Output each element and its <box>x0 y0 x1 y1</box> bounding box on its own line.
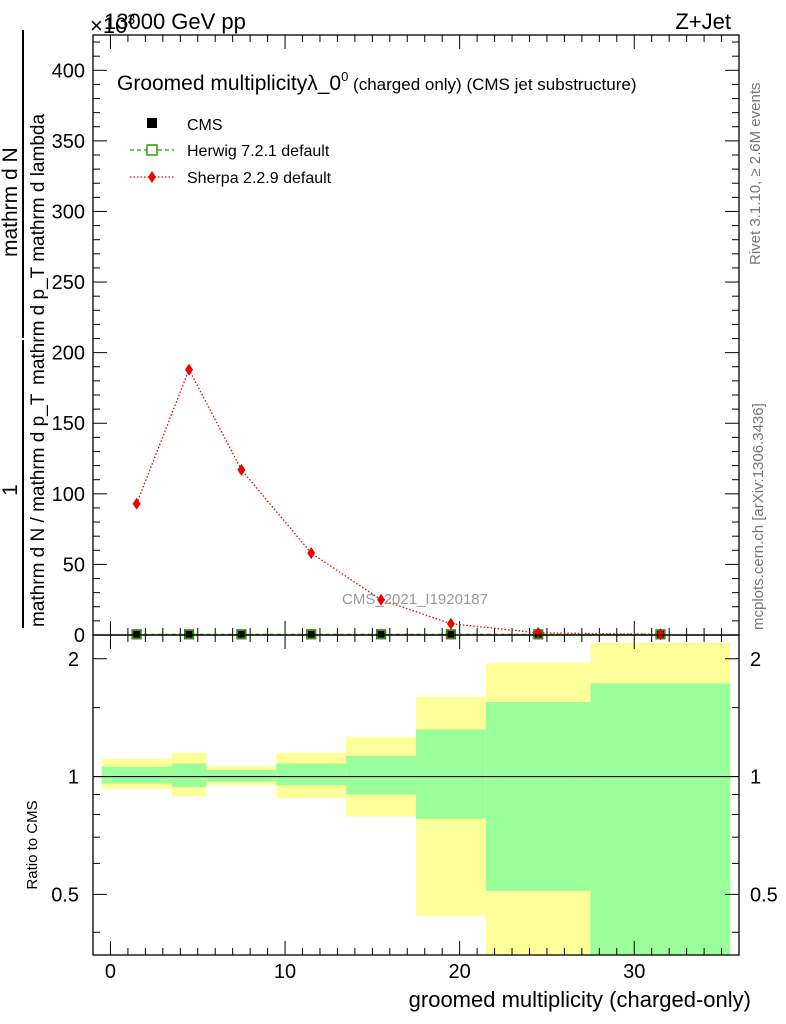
main-ytick-label: 300 <box>52 201 85 223</box>
ylabel-prefix-denominator: mathrm d N / mathrm d p_T <box>28 393 49 627</box>
herwig-point <box>306 629 316 640</box>
cms-point <box>376 629 387 640</box>
cms-point <box>131 629 142 640</box>
mcplots-label: mcplots.cern.ch [arXiv:1306.3436] <box>750 403 767 630</box>
ratio-xtick-label: 30 <box>623 961 645 983</box>
main-ytick-label: 150 <box>52 413 85 435</box>
ratio-xtick-label: 0 <box>105 961 116 983</box>
ratio-y-axis-label: Ratio to CMS <box>24 800 41 889</box>
legend: CMS Herwig 7.2.1 default Sherpa 2.2.9 de… <box>130 117 332 187</box>
ratio-inner-band-0 <box>101 766 172 784</box>
herwig-point <box>131 629 142 640</box>
process-label: Z+Jet <box>675 9 731 34</box>
rivet-label: Rivet 3.1.10, ≥ 2.6M events <box>747 83 764 266</box>
ratio-inner-band-7 <box>590 683 731 955</box>
cms-point <box>184 629 195 640</box>
sherpa-point <box>446 617 455 630</box>
main-series <box>131 363 666 641</box>
ratio-ytick-label-right: 1 <box>750 767 761 789</box>
main-ytick-label: 0 <box>74 625 85 647</box>
main-ytick-label: 50 <box>63 554 85 576</box>
ratio-inner-band-4 <box>346 755 416 795</box>
ratio-xtick-label: 20 <box>449 961 471 983</box>
ratio-xtick-label: 10 <box>274 961 296 983</box>
legend-herwig-label: Herwig 7.2.1 default <box>187 143 330 160</box>
ylabel-denominator: mathrm d p_T mathrm d lambda <box>28 114 49 385</box>
herwig-point <box>236 629 247 640</box>
ratio-inner-band-1 <box>171 763 207 788</box>
ratio-ytick-label-right: 0.5 <box>750 884 778 906</box>
legend-cms-marker <box>147 118 157 128</box>
ratio-inner-band-6 <box>485 702 591 892</box>
main-ytick-label: 350 <box>52 131 85 153</box>
main-y-axis-label: 1 mathrm d N / mathrm d p_T mathrm d N m… <box>0 30 49 628</box>
ratio-ticks: 0.5 0.51 12 20 10 20 30 <box>51 35 778 983</box>
herwig-point <box>446 629 456 640</box>
main-ticks: 0 50 100 150 200 250 300 350 400 <box>52 41 739 647</box>
sherpa-point <box>377 593 386 606</box>
cms-point <box>306 629 317 640</box>
herwig-point <box>376 629 386 640</box>
ylabel-numerator: mathrm d N <box>0 147 22 257</box>
plot-title: Groomed multiplicityλ_00 (charged only) … <box>117 69 636 95</box>
herwig-point <box>184 629 194 640</box>
sherpa-point <box>132 497 141 510</box>
cms-point <box>236 629 247 640</box>
ratio-inner-band-5 <box>416 729 486 819</box>
legend-cms-label: CMS <box>187 117 223 134</box>
x-axis-label: groomed multiplicity (charged-only) <box>409 987 751 1012</box>
ratio-bands <box>101 642 731 955</box>
main-ytick-label: 250 <box>52 272 85 294</box>
main-ytick-label: 200 <box>52 343 85 365</box>
ratio-inner-band-3 <box>276 763 347 786</box>
sherpa-point <box>534 626 543 639</box>
sherpa-point <box>656 628 665 641</box>
cms-point <box>445 629 456 640</box>
legend-sherpa-label: Sherpa 2.2.9 default <box>187 170 332 187</box>
energy-label: 13000 GeV pp <box>104 9 246 34</box>
main-ytick-label: 400 <box>52 60 85 82</box>
sherpa-point <box>185 363 194 376</box>
main-frame <box>92 34 740 636</box>
ratio-ytick-label-left: 2 <box>68 649 79 671</box>
legend-herwig-marker <box>146 144 158 156</box>
exponent-label: ×103 <box>90 11 135 38</box>
main-ytick-label: 100 <box>52 484 85 506</box>
ratio-ytick-label-right: 2 <box>750 649 761 671</box>
ylabel-prefix-numerator: 1 <box>0 484 22 496</box>
ratio-inner-band-2 <box>206 769 277 782</box>
sherpa-point <box>307 547 316 560</box>
legend-sherpa-marker <box>148 171 156 183</box>
sherpa-point <box>237 463 246 476</box>
watermark: CMS_2021_I1920187 <box>342 591 488 608</box>
ratio-ytick-label-left: 1 <box>68 767 79 789</box>
ratio-ytick-label-left: 0.5 <box>51 884 79 906</box>
